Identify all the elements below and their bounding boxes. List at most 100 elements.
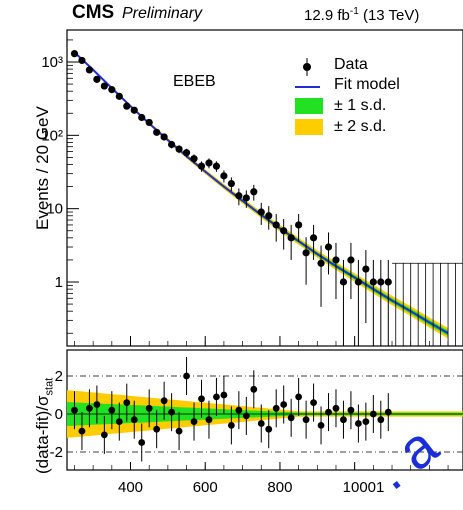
pull-point: [93, 401, 101, 408]
ratio-ylabel-text: (data-fit)/σ: [33, 395, 52, 474]
data-point: [317, 259, 325, 267]
status-label: Preliminary: [122, 5, 203, 22]
data-point: [93, 75, 101, 83]
x-tick-label: 400: [118, 479, 143, 496]
data-point: [220, 172, 228, 180]
pull-point: [369, 410, 377, 418]
pull-point: [168, 408, 176, 416]
fit-model-line: [73, 51, 449, 335]
lumi-value: 12.9 fb: [304, 7, 350, 24]
data-point: [182, 149, 191, 157]
data-point: [190, 155, 198, 163]
y-tick-label: 10: [46, 201, 63, 218]
data-point: [362, 265, 370, 273]
data-point: [332, 256, 340, 264]
data-point: [257, 208, 265, 216]
pull-point: [71, 406, 78, 414]
main-frame: [66, 29, 463, 347]
y-tick-label: 10³: [41, 54, 63, 71]
data-point: [78, 56, 86, 65]
data-point: [123, 102, 131, 110]
data-point: [175, 145, 183, 153]
watermark: . a: [353, 392, 463, 510]
data-point: [227, 179, 235, 188]
pull-point: [183, 372, 190, 380]
data-point: [339, 278, 348, 286]
pull-point: [100, 431, 108, 439]
pull-point: [242, 412, 250, 420]
pull-point: [115, 418, 123, 425]
data-point: [197, 162, 206, 170]
pull-point: [295, 393, 303, 401]
pull-point: [198, 395, 205, 403]
data-point: [235, 192, 243, 200]
data-point: [160, 133, 168, 141]
data-point: [295, 221, 303, 229]
pull-point: [145, 404, 153, 412]
luminosity-label: 12.9 fb-1 (13 TeV): [304, 6, 419, 24]
pull-point: [384, 408, 392, 416]
legend-sd2-label: ± 2 s.d.: [334, 118, 387, 135]
ratio-y-tick-label: -2: [50, 444, 63, 461]
pull-point: [220, 391, 228, 399]
data-point: [324, 243, 333, 251]
pull-point: [235, 406, 243, 414]
data-point: [250, 188, 258, 196]
y-tick-label: 10²: [41, 127, 63, 144]
ratio-ylabel-sub: stat: [43, 377, 56, 396]
data-point: [265, 212, 273, 220]
category-label: EBEB: [173, 73, 216, 90]
legend-data-marker: [303, 58, 311, 76]
y-axis-label-main: Events / 20 GeV: [33, 106, 52, 230]
pull-point: [272, 404, 280, 412]
pull-point: [153, 425, 161, 433]
pull-point: [205, 416, 213, 424]
pull-point: [325, 408, 332, 416]
legend-fit-label: Fit model: [334, 76, 400, 93]
pull-point: [138, 439, 146, 446]
pull-point: [317, 422, 325, 429]
data-point: [108, 86, 116, 94]
pull-point: [265, 425, 273, 433]
pull-point: [78, 427, 86, 435]
watermark-text: . a: [361, 413, 450, 502]
pull-point: [362, 418, 370, 425]
pull-point: [227, 422, 235, 429]
fit-band-1sd: [74, 52, 449, 336]
data-point: [242, 194, 250, 202]
data-point: [70, 50, 79, 58]
data-point: [100, 82, 108, 90]
x-tick-label: 10001: [343, 479, 385, 496]
legend-sd1-swatch: [295, 98, 323, 114]
data-point: [272, 221, 280, 229]
data-point: [168, 140, 176, 149]
legend-sd2-swatch: [295, 119, 323, 135]
data-point: [377, 278, 385, 286]
pull-point: [354, 420, 362, 427]
data-point: [309, 234, 318, 242]
fit-band-2sd: [74, 51, 449, 339]
pull-point: [130, 416, 138, 424]
data-point: [212, 162, 221, 170]
data-point: [85, 66, 94, 74]
pull-point: [257, 420, 265, 427]
pull-point: [213, 393, 220, 401]
data-point: [280, 227, 288, 235]
legend-data-label: Data: [334, 56, 368, 73]
data-point: [384, 278, 392, 286]
pull-point: [160, 397, 168, 405]
pull-point: [332, 404, 340, 412]
pull-point: [190, 418, 198, 425]
pull-point: [86, 404, 93, 412]
ratio-y-tick-label: 2: [55, 368, 63, 385]
x-tick-label: 600: [193, 479, 218, 496]
x-tick-label: 800: [267, 479, 292, 496]
experiment-label: CMS: [72, 2, 115, 23]
pull-point: [377, 416, 385, 424]
data-point: [115, 92, 123, 100]
data-point: [153, 128, 161, 136]
pull-point: [175, 427, 183, 435]
legend-sd1-label: ± 1 s.d.: [334, 97, 387, 114]
pull-point: [310, 399, 317, 406]
